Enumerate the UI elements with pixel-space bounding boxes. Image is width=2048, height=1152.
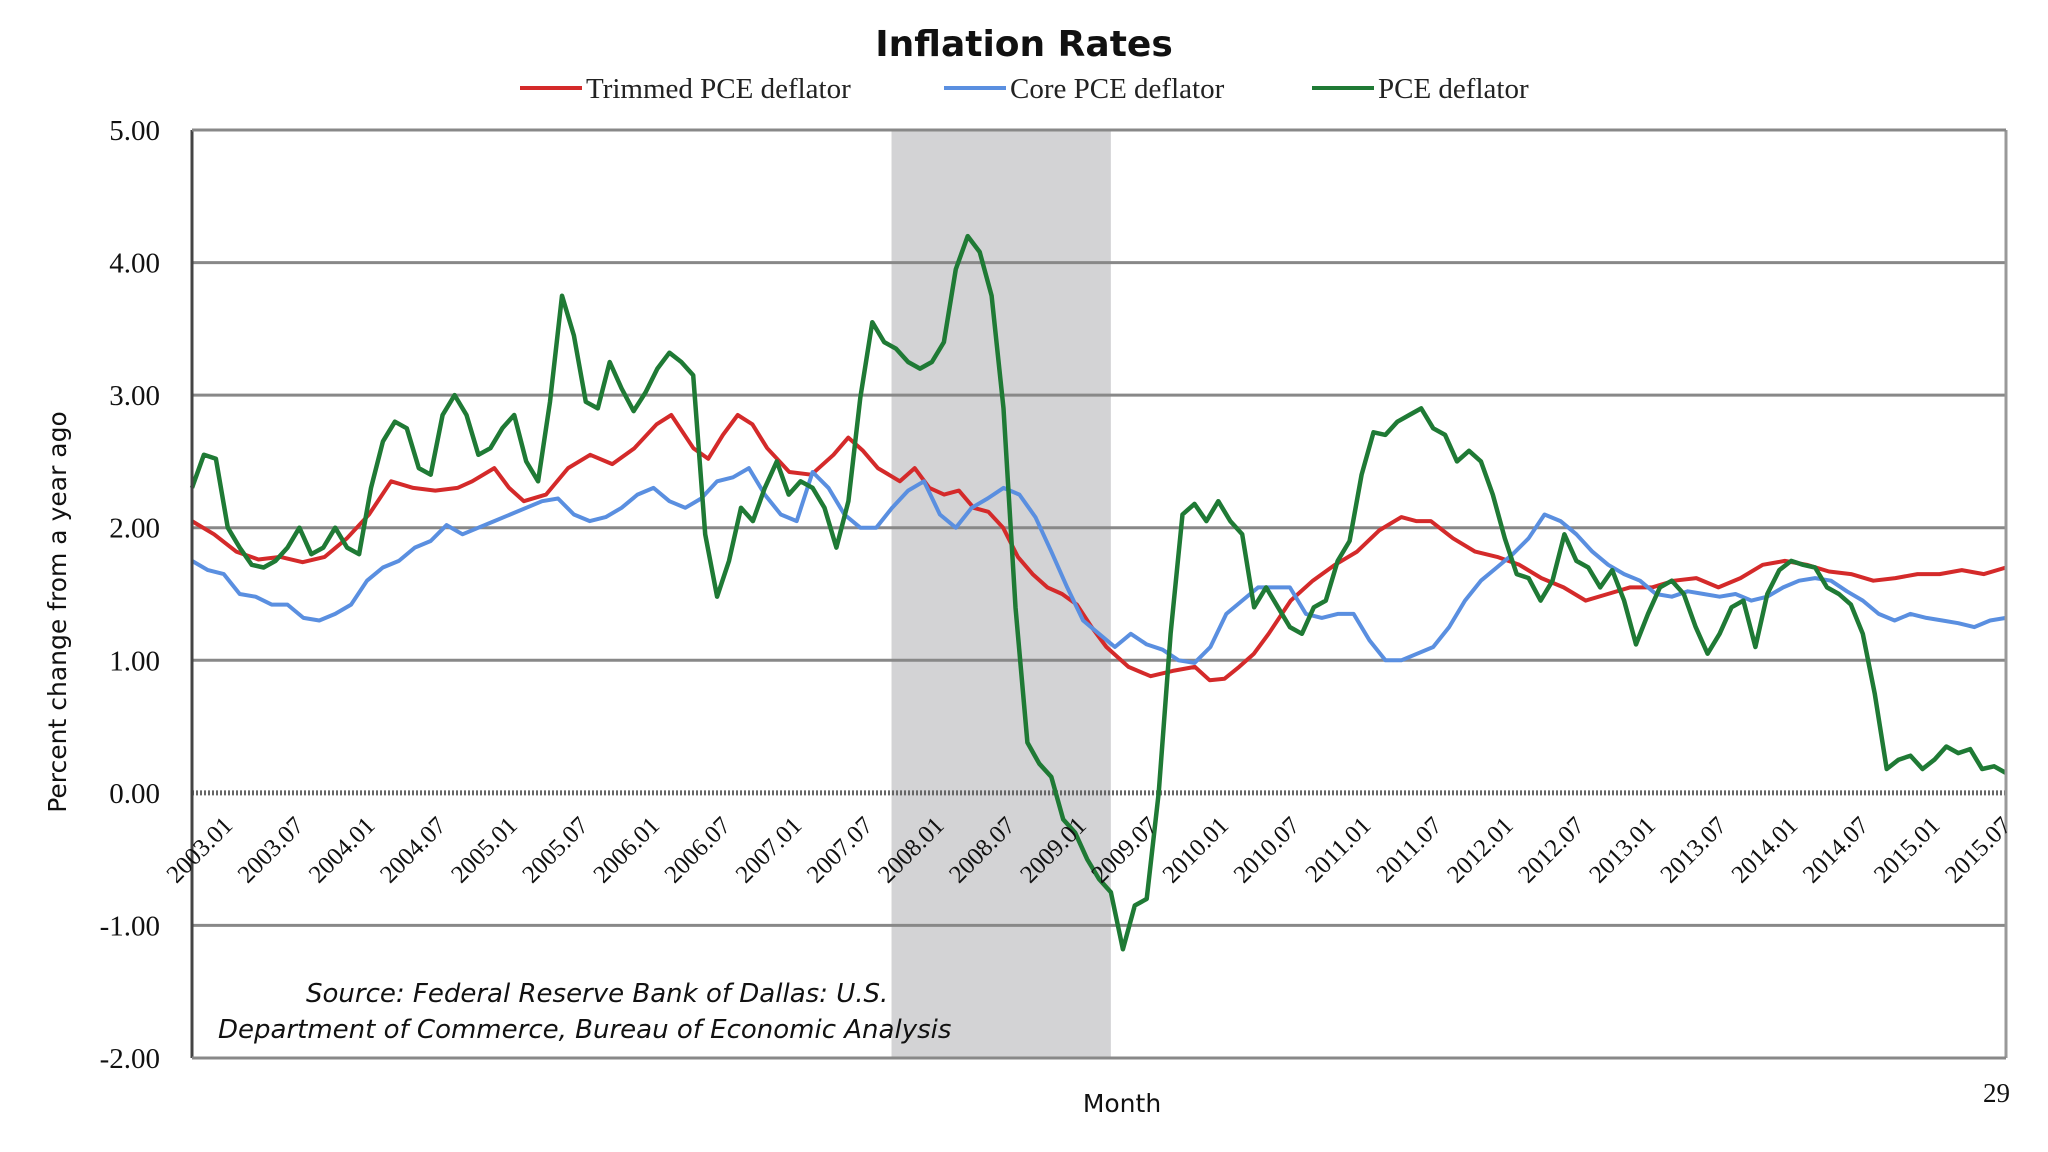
y-tick-label: 0.00 — [109, 778, 160, 810]
x-tick-label: 2012.07 — [1513, 812, 1590, 889]
x-tick-label: 2004.07 — [375, 812, 452, 889]
x-tick-label: 2011.07 — [1372, 812, 1448, 888]
x-tick-label: 2015.01 — [1869, 812, 1946, 889]
legend-label: PCE deflator — [1378, 73, 1529, 105]
x-axis-label: Month — [1083, 1089, 1161, 1118]
legend-label: Trimmed PCE deflator — [586, 73, 851, 105]
chart-title: Inflation Rates — [875, 24, 1173, 65]
y-axis-label: Percent change from a year ago — [43, 411, 72, 813]
x-tick-label: 2006.07 — [660, 812, 737, 889]
legend: Trimmed PCE deflator Core PCE deflator PCE… — [520, 73, 1529, 105]
y-tick-label: 4.00 — [109, 248, 160, 280]
y-tick-label: -2.00 — [100, 1043, 160, 1075]
recession-shading — [891, 130, 1111, 1058]
x-tick-label: 2014.07 — [1798, 812, 1875, 889]
x-tick-label: 2010.01 — [1158, 812, 1235, 889]
page-number: 29 — [1983, 1078, 2010, 1108]
x-tick-label: 2007.07 — [802, 812, 879, 889]
x-tick-label: 2013.01 — [1584, 812, 1661, 889]
x-tick-label: 2003.07 — [233, 812, 310, 889]
source-line-1: Source: Federal Reserve Bank of Dallas: … — [306, 979, 888, 1009]
y-tick-label: 3.00 — [109, 380, 160, 412]
x-tick-label: 2004.01 — [304, 812, 381, 889]
x-tick-label: 2005.01 — [446, 812, 523, 889]
x-tick-label: 2007.01 — [731, 812, 808, 889]
y-tick-label: -1.00 — [100, 910, 160, 942]
series-line-core-pce-deflator — [190, 466, 2007, 665]
x-tick-label: 2012.01 — [1442, 812, 1519, 889]
x-tick-label: 2014.01 — [1727, 812, 1804, 889]
x-tick-label: 2006.01 — [589, 812, 666, 889]
x-tick-label: 2010.07 — [1229, 812, 1306, 889]
y-tick-label: 5.00 — [109, 115, 160, 147]
series-line-pce-deflator — [189, 233, 2008, 952]
x-tick-label: 2005.07 — [517, 812, 594, 889]
x-tick-label: 2011.01 — [1301, 812, 1377, 888]
x-tick-label: 2003.01 — [162, 812, 239, 889]
y-tick-label: 1.00 — [109, 645, 160, 677]
source-line-2: Department of Commerce, Bureau of Econom… — [218, 1015, 951, 1045]
x-tick-label: 2013.07 — [1656, 812, 1733, 889]
legend-label: Core PCE deflator — [1010, 73, 1225, 105]
y-tick-label: 2.00 — [109, 513, 160, 545]
